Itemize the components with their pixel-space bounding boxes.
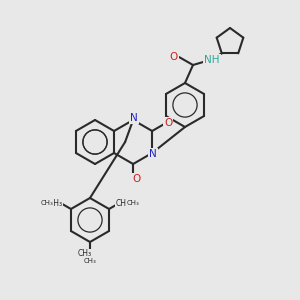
- Text: O: O: [164, 118, 172, 128]
- Text: N: N: [149, 149, 157, 159]
- Text: CH₃: CH₃: [41, 200, 54, 206]
- Text: NH: NH: [204, 55, 220, 65]
- Text: CH₃: CH₃: [126, 200, 139, 206]
- Text: CH₃: CH₃: [84, 258, 96, 264]
- Text: CH₃: CH₃: [116, 199, 130, 208]
- Text: CH₃: CH₃: [78, 250, 92, 259]
- Text: O: O: [170, 52, 178, 62]
- Text: O: O: [132, 174, 140, 184]
- Text: N: N: [130, 113, 138, 123]
- Text: CH₃: CH₃: [49, 199, 63, 208]
